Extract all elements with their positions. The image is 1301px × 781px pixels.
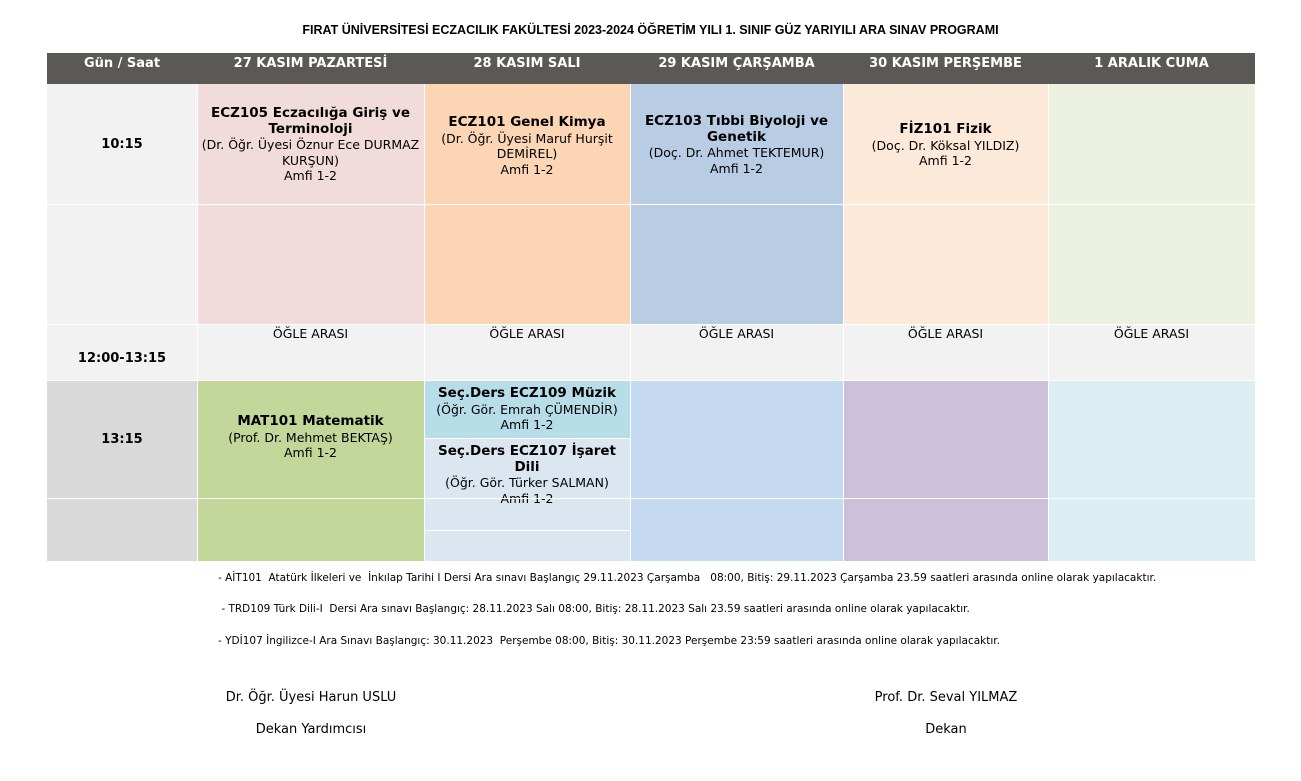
grid-line xyxy=(424,84,425,561)
exam-course-title: Seç.Ders ECZ107 İşaret Dili xyxy=(438,443,616,475)
header-day-friday: 1 ARALIK CUMA xyxy=(1048,53,1255,84)
exam-instructor: (Doç. Dr. Ahmet TEKTEMUR) xyxy=(648,145,825,160)
exam-course-title: FİZ101 Fizik xyxy=(899,121,992,137)
time-slot-lunch-cell: 12:00-13:15 xyxy=(47,324,197,380)
exam-cell-thursday-afternoon xyxy=(843,380,1048,561)
exam-room: Amfi 1-2 xyxy=(500,417,554,432)
exam-room: Amfi 1-2 xyxy=(919,153,972,168)
exam-cell-friday-afternoon xyxy=(1048,380,1255,561)
exam-cell-wednesday-afternoon xyxy=(630,380,843,561)
exam-instructor: (Öğr. Gör. Türker SALMAN) xyxy=(445,475,609,490)
signature-left-name: Dr. Öğr. Üyesi Harun USLU xyxy=(225,690,397,705)
grid-line xyxy=(47,498,1255,499)
grid-line xyxy=(424,530,630,531)
grid-line xyxy=(197,84,198,561)
time-slot-morning: 10:15 xyxy=(101,136,143,152)
time-slot-afternoon-cell: 13:15 xyxy=(47,380,197,561)
exam-room: Amfi 1-2 xyxy=(500,161,554,177)
online-exam-note: - TRD109 Türk Dili-I Dersi Ara sınavı Ba… xyxy=(218,603,970,615)
online-exam-note: - YDİ107 İngilizce-I Ara Sınavı Başlangı… xyxy=(218,635,1000,647)
lunch-break-thursday: ÖĞLE ARASI xyxy=(843,324,1048,380)
exam-course-title: ECZ101 Genel Kimya xyxy=(448,114,606,130)
exam-course-title: ECZ103 Tıbbi Biyoloji ve Genetik xyxy=(644,113,829,145)
exam-cell-monday-afternoon: MAT101 Matematik (Prof. Dr. Mehmet BEKTA… xyxy=(197,380,424,561)
signature-right-role: Dekan xyxy=(925,722,967,737)
grid-line xyxy=(47,204,1255,205)
exam-instructor: (Dr. Öğr. Üyesi Öznur Ece DURMAZ KURŞUN) xyxy=(201,137,420,168)
grid-line xyxy=(843,84,844,561)
header-time-column: Gün / Saat xyxy=(47,53,197,84)
grid-line xyxy=(424,438,630,439)
page-title: FIRAT ÜNİVERSİTESİ ECZACILIK FAKÜLTESİ 2… xyxy=(302,23,999,37)
exam-course-title: Seç.Ders ECZ109 Müzik xyxy=(437,385,617,401)
time-slot-afternoon: 13:15 xyxy=(101,431,143,447)
exam-course-title: ECZ105 Eczacılığa Giriş ve Terminoloji xyxy=(210,105,411,137)
header-day-thursday: 30 KASIM PERŞEMBE xyxy=(843,53,1048,84)
header-day-wednesday: 29 KASIM ÇARŞAMBA xyxy=(630,53,843,84)
grid-line xyxy=(47,324,1255,325)
exam-instructor: (Prof. Dr. Mehmet BEKTAŞ) xyxy=(228,429,393,445)
signature-left-role: Dekan Yardımcısı xyxy=(255,722,367,737)
exam-schedule-table: Gün / Saat 27 KASIM PAZARTESİ 28 KASIM S… xyxy=(47,53,1255,561)
exam-instructor: (Öğr. Gör. Emrah ÇÜMENDİR) xyxy=(436,401,618,417)
lunch-break-monday: ÖĞLE ARASI xyxy=(197,324,424,380)
lunch-break-tuesday: ÖĞLE ARASI xyxy=(424,324,630,380)
exam-instructor: (Dr. Öğr. Üyesi Maruf Hurşit DEMİREL) xyxy=(441,130,613,162)
grid-line xyxy=(1048,84,1049,561)
lunch-break-wednesday: ÖĞLE ARASI xyxy=(630,324,843,380)
grid-line xyxy=(47,380,1255,381)
signature-right-name: Prof. Dr. Seval YILMAZ xyxy=(874,690,1018,705)
online-exam-note: - AİT101 Atatürk İlkeleri ve İnkılap Tar… xyxy=(218,572,1157,584)
exam-cell-tuesday-afternoon-2: Seç.Ders ECZ107 İşaret Dili (Öğr. Gör. T… xyxy=(424,438,630,561)
exam-room: Amfi 1-2 xyxy=(284,445,337,460)
grid-line xyxy=(630,84,631,561)
exam-cell-tuesday-afternoon-1: Seç.Ders ECZ109 Müzik (Öğr. Gör. Emrah Ç… xyxy=(424,380,630,438)
exam-course-title: MAT101 Matematik xyxy=(237,413,384,429)
time-slot-lunch: 12:00-13:15 xyxy=(77,350,167,366)
exam-instructor: (Doç. Dr. Köksal YILDIZ) xyxy=(871,137,1020,153)
header-day-monday: 27 KASIM PAZARTESİ xyxy=(197,53,424,84)
exam-room: Amfi 1-2 xyxy=(284,168,337,183)
exam-room: Amfi 1-2 xyxy=(710,160,763,176)
lunch-break-friday: ÖĞLE ARASI xyxy=(1048,324,1255,380)
header-day-tuesday: 28 KASIM SALI xyxy=(424,53,630,84)
